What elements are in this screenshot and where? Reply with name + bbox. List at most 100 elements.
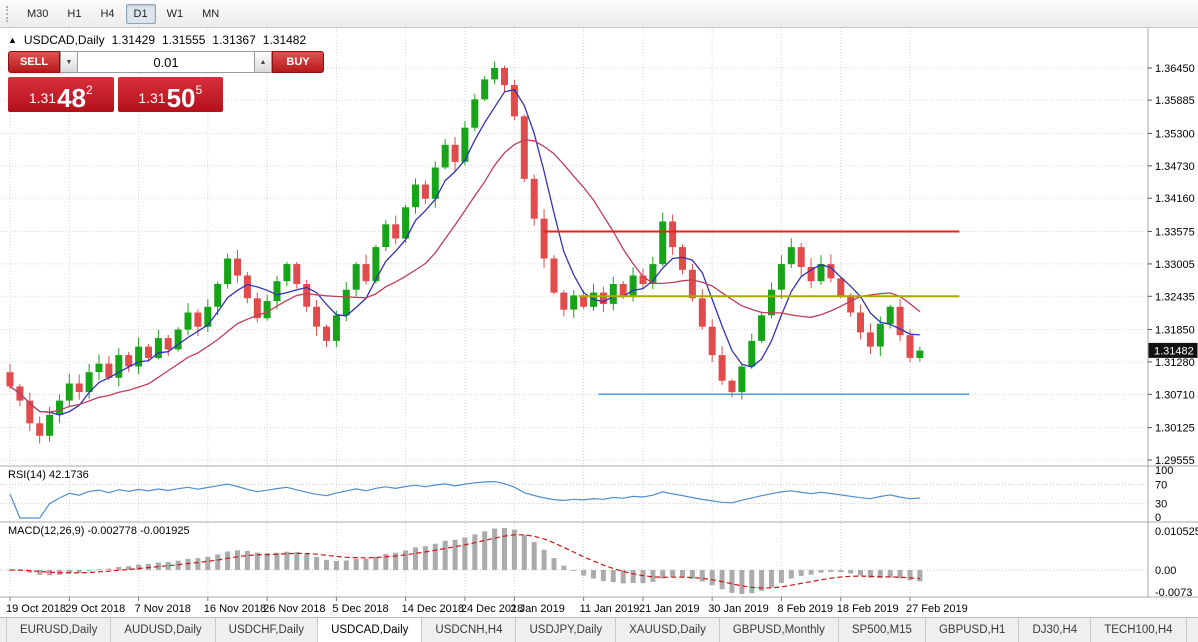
timeframe-button-h1[interactable]: H1 xyxy=(67,7,82,20)
timeframe-toolbar: M30 H1 H4 D1 W1 MN xyxy=(0,0,1198,28)
candle-body xyxy=(748,340,756,367)
price-scale-label: 1.36450 xyxy=(1155,63,1195,75)
rsi-scale-label: 70 xyxy=(1155,479,1167,491)
date-label: 2 Jan 2019 xyxy=(510,603,564,615)
candle-body xyxy=(253,298,261,319)
candle-body xyxy=(125,355,133,367)
candle-body xyxy=(115,355,123,378)
ohlc-low: 1.31367 xyxy=(212,33,256,47)
chart-tab-gbpusd-monthly[interactable]: GBPUSD,Monthly xyxy=(720,618,839,642)
volume-input[interactable] xyxy=(78,51,254,73)
candle-body xyxy=(530,178,538,219)
volume-increase-button[interactable]: ▲ xyxy=(254,51,272,73)
chart-tab-usdchf-daily[interactable]: USDCHF,Daily xyxy=(216,618,319,642)
date-label: 29 Oct 2018 xyxy=(65,603,125,615)
chart-tab-usdjpy-daily[interactable]: USDJPY,Daily xyxy=(516,618,617,642)
candle-body xyxy=(708,326,716,356)
candle-body xyxy=(431,167,439,199)
candle-body xyxy=(688,269,696,299)
macd-scale-label: 0.010525 xyxy=(1155,526,1198,538)
candle-body xyxy=(293,264,301,284)
candle-body xyxy=(412,184,419,208)
sell-price-pips: 48 xyxy=(57,82,86,113)
candle-body xyxy=(421,184,429,199)
buy-price-prefix: 1.31 xyxy=(138,90,166,106)
timeframe-button-d1[interactable]: D1 xyxy=(125,3,156,24)
candle-body xyxy=(263,301,271,319)
sell-quote-button[interactable]: 1.31 48 2 xyxy=(8,77,114,112)
candle-body xyxy=(145,346,152,358)
buy-price-point: 5 xyxy=(195,83,203,97)
sell-price-prefix: 1.31 xyxy=(28,90,57,106)
candle-body xyxy=(768,289,775,316)
candle-body xyxy=(313,306,321,327)
timeframe-button-h4[interactable]: H4 xyxy=(100,7,115,20)
candle-body xyxy=(392,224,400,239)
chart-tab-audusd-daily[interactable]: AUDUSD,Daily xyxy=(111,618,216,642)
rsi-label: RSI(14) 42.1736 xyxy=(8,469,89,481)
current-price-tag: 1.31482 xyxy=(1148,342,1198,358)
candle-body xyxy=(807,267,815,282)
candle-body xyxy=(471,99,479,128)
timeframe-button-mn[interactable]: MN xyxy=(202,7,220,20)
candle-body xyxy=(520,116,528,179)
date-label: 21 Jan 2019 xyxy=(639,603,700,615)
volume-decrease-button[interactable]: ▼ xyxy=(60,51,78,73)
buy-quote-button[interactable]: 1.31 50 5 xyxy=(117,77,223,112)
date-label: 8 Feb 2019 xyxy=(777,603,833,615)
candle-body xyxy=(916,350,924,358)
macd-signal-line xyxy=(9,534,920,589)
price-scale-label: 1.30125 xyxy=(1155,423,1195,435)
price-scale-label: 1.34160 xyxy=(1155,193,1195,205)
buy-button[interactable]: BUY xyxy=(272,51,324,73)
candle-body xyxy=(402,207,410,239)
timeframe-buttons: M30 H1 H4 D1 W1 MN xyxy=(19,3,230,24)
price-scale-label: 1.35885 xyxy=(1155,95,1195,107)
candle-body xyxy=(491,68,499,80)
price-chart[interactable]: 1.36450 1.35885 1.35300 1.34730 1.34160 1.335… xyxy=(0,28,1198,617)
timeframe-button-w1[interactable]: W1 xyxy=(166,7,184,20)
candle-body xyxy=(866,332,874,347)
chart-tab-usdcad-daily[interactable]: USDCAD,Daily xyxy=(318,618,423,642)
toolbar-grip[interactable] xyxy=(6,5,10,22)
candle-body xyxy=(510,85,518,117)
candle-body xyxy=(372,247,380,282)
macd-scale-label: -0.0073 xyxy=(1155,587,1192,599)
candle-body xyxy=(184,312,192,330)
candle-body xyxy=(6,372,14,387)
rsi-scale-label: 100 xyxy=(1155,465,1173,477)
price-scale-label: 1.30710 xyxy=(1155,389,1195,401)
date-label: 14 Dec 2018 xyxy=(402,603,464,615)
candle-body xyxy=(481,79,489,100)
date-label: 7 Nov 2018 xyxy=(135,603,191,615)
candle-body xyxy=(837,278,845,296)
date-label: 5 Dec 2018 xyxy=(332,603,388,615)
candle-body xyxy=(332,315,340,341)
sell-button[interactable]: SELL xyxy=(8,51,60,73)
candle-body xyxy=(619,284,627,296)
candle-body xyxy=(243,275,251,299)
candle-body xyxy=(847,295,855,313)
candle-body xyxy=(857,312,864,333)
price-scale: 1.36450 1.35885 1.35300 1.34730 1.34160 1.335… xyxy=(1148,63,1198,599)
candle-body xyxy=(501,68,508,86)
chart-tab-dj30-h4[interactable]: DJ30,H4 xyxy=(1019,618,1092,642)
chart-symbol-label: USDCAD,Daily xyxy=(23,33,105,47)
chart-tab-usdcnh-h4[interactable]: USDCNH,H4 xyxy=(422,618,517,642)
date-axis: 19 Oct 2018 29 Oct 2018 7 Nov 2018 16 Nov 2… xyxy=(6,597,968,615)
chart-tab-gbpusd-h1[interactable]: GBPUSD,H1 xyxy=(926,618,1020,642)
chart-tab-eurusd-daily[interactable]: EURUSD,Daily xyxy=(6,618,112,642)
candle-body xyxy=(827,264,835,279)
chart-tab-xauusd-daily[interactable]: XAUUSD,Daily xyxy=(616,618,720,642)
candle-body xyxy=(886,306,894,324)
timeframe-button-m30[interactable]: M30 xyxy=(27,7,49,20)
candle-body xyxy=(718,355,726,381)
price-scale-label: 1.33005 xyxy=(1155,259,1195,271)
chart-tab-tech100-h4[interactable]: TECH100,H4 xyxy=(1091,618,1187,642)
candle-body xyxy=(698,298,706,327)
ma-slow-line xyxy=(9,139,921,413)
candle-body xyxy=(629,275,637,296)
candle-body xyxy=(382,224,390,247)
chart-tab-sp500-m15[interactable]: SP500,M15 xyxy=(839,618,926,642)
candle-body xyxy=(639,275,647,284)
